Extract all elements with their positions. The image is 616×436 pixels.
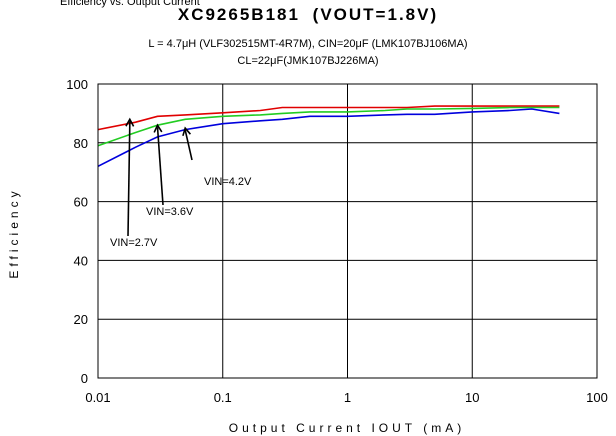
y-axis-label: Efficiency [7, 187, 21, 278]
chart-title-suffix: (VOUT=1.8V) [313, 5, 438, 24]
annotation-arrow [156, 127, 164, 206]
annotation-label: VIN=3.6V [146, 206, 194, 218]
chart-subtitle-line2: CL=22μF(JMK107BJ226MA) [237, 55, 378, 67]
annotation-arrowhead [125, 117, 135, 127]
x-tick-label: 10 [465, 390, 479, 405]
series-line-vin-4-2v [97, 105, 560, 131]
annotation-label: VIN=4.2V [204, 176, 252, 188]
series-line-vin-2-7v [97, 108, 560, 168]
grid [98, 84, 597, 378]
chart-title: XC9265B181 (VOUT=1.8V) [178, 5, 438, 24]
x-tick-label: 0.1 [214, 390, 232, 405]
x-axis-label: Output Current IOUT (mA) [229, 421, 465, 435]
y-tick-label: 80 [74, 136, 88, 151]
x-tick-label: 0.01 [85, 390, 110, 405]
annotation-arrowhead [153, 123, 163, 133]
annotation-arrow [127, 121, 131, 237]
y-tick-label: 0 [81, 371, 88, 386]
y-tick-label: 60 [74, 195, 88, 210]
chart-title-main: XC9265B181 [178, 5, 300, 24]
cut-off-header: Efficiency vs. Output Current [60, 0, 200, 8]
x-tick-label: 100 [586, 390, 608, 405]
series-layer [97, 105, 560, 168]
y-tick-label: 40 [74, 253, 88, 268]
series-line-vin-3-6v [97, 106, 560, 147]
y-tick-label: 20 [74, 312, 88, 327]
annotation-arrow [184, 129, 193, 161]
tick-labels: 0 20 40 60 80 100 0.01 0.1 1 10 100 [66, 77, 608, 405]
annotation-arrowhead [182, 126, 192, 137]
annotation-label: VIN=2.7V [110, 237, 158, 249]
y-tick-label: 100 [66, 77, 88, 92]
plot-frame [97, 83, 598, 379]
annotations: VIN=4.2V VIN=3.6V VIN=2.7V [110, 117, 252, 249]
x-tick-label: 1 [344, 390, 351, 405]
chart-subtitle-line1: L = 4.7μH (VLF302515MT-4R7M), CIN=20μF (… [148, 38, 467, 50]
